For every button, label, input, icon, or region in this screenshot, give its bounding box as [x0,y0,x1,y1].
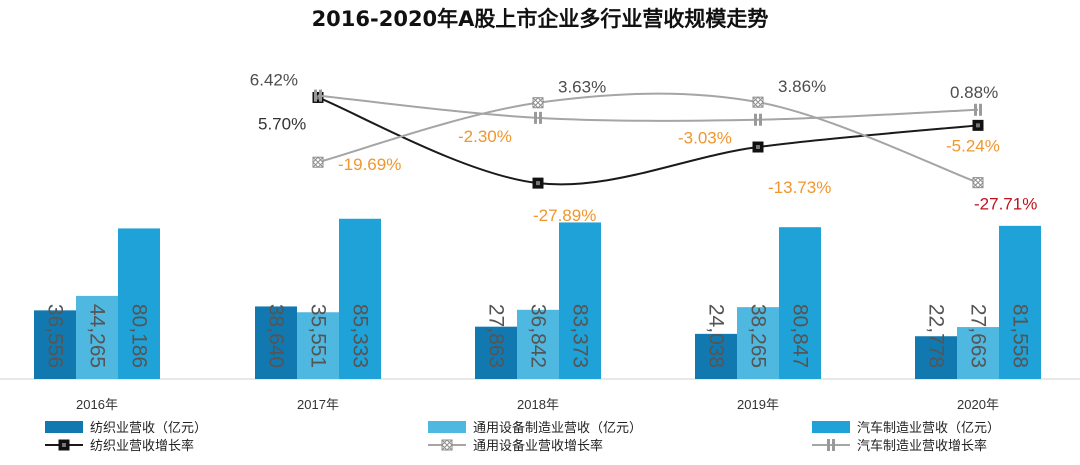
auto-revenue-bar [559,222,601,379]
double-bar-marker-icon [974,103,982,116]
bars-group [34,218,1041,379]
hatched-diamond-marker-icon [312,156,324,168]
bar-value-label: 83,373 [569,304,592,368]
bar-value-label: 36,842 [527,304,550,368]
lines-group [312,89,984,189]
legend-label: 纺织业营收增长率 [90,438,194,454]
double-bar-marker-icon [827,439,835,451]
growth-data-label: -27.89% [533,206,596,225]
category-labels-group: 2016年 2017年 2018年 2019年 2020年 [76,397,999,412]
double-bar-marker-icon [534,111,542,124]
legend-label: 纺织业营收（亿元） [90,421,207,436]
x-tick-label: 2018年 [517,397,559,412]
bar-value-label: 24,038 [705,304,728,368]
growth-data-label: 5.70% [258,114,306,133]
textile-growth-line [317,96,979,186]
legend-label: 通用设备制造业营收（亿元） [473,420,642,436]
bar-value-label: 22,778 [925,304,948,368]
double-bar-marker-icon [314,89,322,102]
textile-revenue-bar [695,333,737,379]
legend-swatch-textile-revenue-bar [45,421,83,433]
bar-value-label: 27,863 [485,304,508,368]
growth-data-label: -2.30% [458,127,512,146]
auto-growth-line [317,94,979,122]
x-tick-label: 2016年 [76,397,118,412]
equipment-growth-line [317,92,979,184]
hatched-diamond-marker-icon [441,439,453,451]
auto-revenue-bar [779,227,821,379]
auto-revenue-bar [339,218,381,379]
legend-label: 汽车制造业营收（亿元） [857,420,1000,436]
bar-value-label: 36,556 [44,304,67,368]
bar-value-label: 38,640 [265,304,288,368]
growth-data-label: -19.69% [338,155,401,174]
auto-revenue-bar [118,228,160,379]
equipment-revenue-bar [76,295,118,379]
point-labels-group: 5.70% -27.89% -13.73% -5.24% -19.69% 3.63% 3.8… [250,71,1038,225]
x-tick-label: 2020年 [957,397,999,412]
bar-value-label: 85,333 [349,304,372,368]
bar-value-label: 81,558 [1009,304,1032,368]
legend-label: 汽车制造业营收增长率 [857,438,987,454]
equipment-revenue-bar [517,309,559,379]
x-tick-label: 2017年 [297,397,339,412]
growth-data-label: 3.86% [778,77,826,96]
legend-label: 通用设备业营收增长率 [473,438,603,454]
textile-revenue-bar [915,336,957,379]
textile-revenue-bar [255,306,297,379]
auto-revenue-bar [999,225,1041,379]
hatched-diamond-marker-icon [532,97,544,109]
growth-data-label: -3.03% [678,129,732,148]
equipment-revenue-bar [737,307,779,379]
bar-value-label: 27,663 [967,304,990,368]
legend-swatch-equipment-revenue-bar [428,421,466,433]
growth-data-label: -13.73% [768,178,831,197]
growth-data-label: -27.71% [974,195,1037,214]
legend-swatch-auto-revenue-bar [812,421,850,433]
bar-value-label: 35,551 [307,304,330,368]
hatched-diamond-marker-icon [752,96,764,108]
equipment-revenue-bar [297,312,339,379]
double-bar-marker-icon [754,113,762,126]
growth-data-label: 0.88% [950,83,998,102]
textile-revenue-bar [34,310,76,379]
bar-value-label: 80,186 [128,304,151,368]
x-tick-label: 2019年 [737,397,779,412]
bar-value-label: 38,265 [747,304,770,368]
bar-value-label: 44,265 [86,304,109,368]
bar-value-label: 80,847 [789,304,812,368]
legend: 纺织业营收（亿元） 通用设备制造业营收（亿元） 汽车制造业营收（亿元） 纺织业营收增长… [45,420,1000,454]
chart-title: 2016-2020年A股上市企业多行业营收规模走势 [312,7,769,31]
equipment-revenue-bar [957,327,999,379]
growth-data-label: -5.24% [946,136,1000,155]
hatched-diamond-marker-icon [972,176,984,189]
growth-data-label: 6.42% [250,71,298,90]
textile-revenue-bar [475,326,517,379]
growth-data-label: 3.63% [558,78,606,97]
bar-labels-group: 36,556 44,265 80,186 38,640 35,551 85,333 27,8… [44,304,1032,368]
